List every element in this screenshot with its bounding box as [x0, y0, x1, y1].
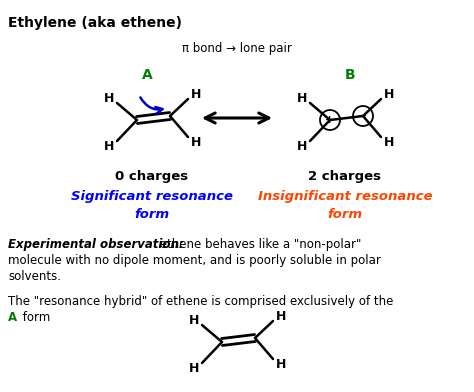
Text: The "resonance hybrid" of ethene is comprised exclusively of the: The "resonance hybrid" of ethene is comp… [8, 295, 393, 308]
Text: 0 charges: 0 charges [116, 170, 189, 183]
Text: solvents.: solvents. [8, 270, 61, 283]
Text: molecule with no dipole moment, and is poorly soluble in polar: molecule with no dipole moment, and is p… [8, 254, 381, 267]
Text: H: H [297, 140, 307, 152]
Text: +: + [325, 115, 335, 125]
Text: form: form [135, 208, 170, 221]
Text: H: H [104, 91, 114, 105]
Text: Insignificant resonance: Insignificant resonance [258, 190, 432, 203]
Text: A: A [8, 311, 17, 324]
Text: H: H [276, 310, 286, 323]
Text: Experimental observation:: Experimental observation: [8, 238, 183, 251]
Text: H: H [191, 136, 201, 149]
Text: H: H [104, 140, 114, 152]
Text: H: H [191, 87, 201, 100]
Text: H: H [384, 136, 394, 149]
Text: H: H [189, 361, 199, 374]
Text: Ethylene (aka ethene): Ethylene (aka ethene) [8, 16, 182, 30]
Text: B: B [345, 68, 356, 82]
Text: π bond → lone pair: π bond → lone pair [182, 42, 292, 55]
Text: −: − [358, 111, 368, 121]
Text: H: H [189, 314, 199, 327]
Text: A: A [142, 68, 152, 82]
Text: H: H [297, 91, 307, 105]
Text: H: H [276, 358, 286, 370]
Text: 2 charges: 2 charges [309, 170, 382, 183]
Text: H: H [384, 87, 394, 100]
Text: form: form [19, 311, 50, 324]
Text: form: form [328, 208, 363, 221]
Text: Significant resonance: Significant resonance [71, 190, 233, 203]
Text: ethene behaves like a "non-polar": ethene behaves like a "non-polar" [156, 238, 361, 251]
